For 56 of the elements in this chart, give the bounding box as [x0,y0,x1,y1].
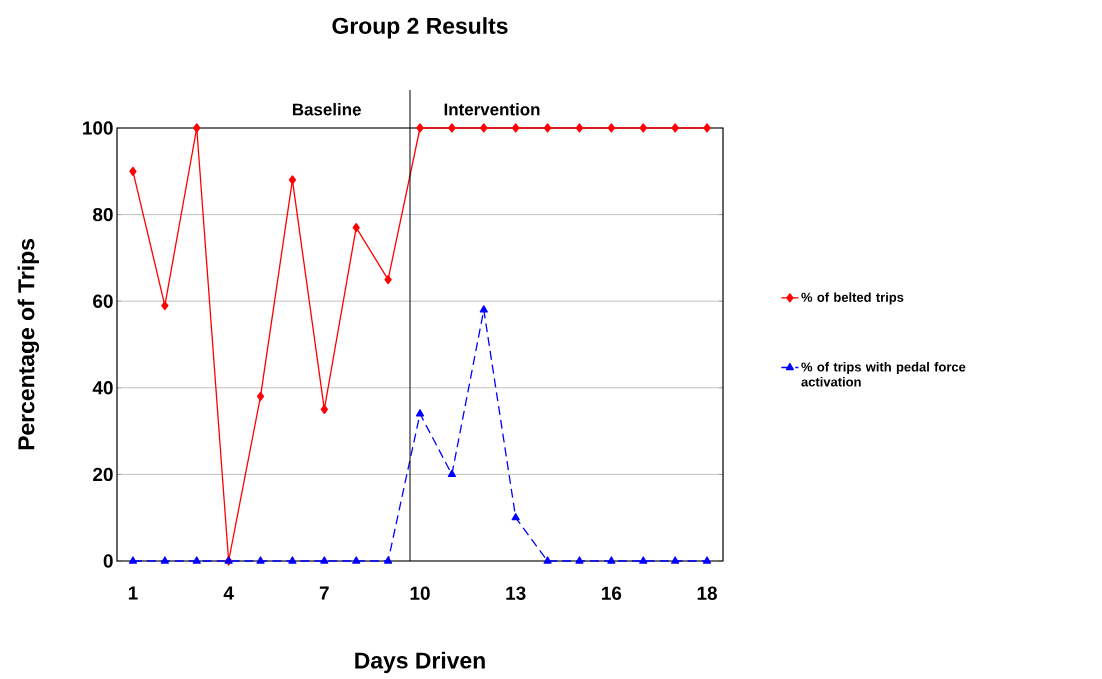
x-tick-label: 18 [697,586,717,600]
point [256,556,265,564]
x-tick-label: 7 [319,586,329,600]
point [256,391,265,402]
x-tick-label: 1 [128,586,138,600]
y-tick-label: 100 [83,121,113,135]
point [575,556,584,564]
point [543,123,552,133]
point [160,556,169,564]
x-tick-label: 10 [410,586,430,600]
point [129,166,137,176]
point [575,123,584,133]
point [639,556,648,564]
point [416,123,424,133]
legend-label: % of belted trips [801,292,904,305]
text: Baseline [292,103,361,116]
point [320,404,328,415]
legend-label: % of trips with pedal force activation [801,362,966,387]
point [352,222,360,233]
x-tick-label: 4 [223,586,234,600]
point [480,123,488,133]
x-axis-title: Days Driven [355,651,485,674]
point [320,556,329,564]
point [448,123,456,133]
point [607,556,616,564]
point [384,556,393,564]
point [161,300,169,311]
point [193,123,201,133]
point [671,123,679,133]
chart-title: Group 2 Results [332,17,508,39]
text: Intervention [444,103,540,116]
point [511,513,520,521]
point [352,556,361,564]
y-tick-label: 0 [103,554,113,568]
point [702,556,712,564]
point [288,556,297,564]
point [639,123,647,133]
point [447,469,456,478]
point [671,556,680,564]
y-axis-title: Percentage of Trips [17,239,40,450]
point [288,175,297,185]
point [479,305,488,313]
point [543,556,552,564]
y-tick-label: 20 [93,467,113,482]
x-tick-label: 16 [602,586,622,600]
point [128,556,138,564]
y-tick-label: 80 [93,207,113,222]
point [192,556,201,564]
point [703,123,711,133]
y-tick-label: 60 [93,294,113,308]
point [607,123,616,133]
point [415,409,425,417]
x-tick-label: 13 [506,586,526,600]
point [384,274,392,285]
point [512,123,520,133]
y-tick-label: 40 [92,381,113,395]
